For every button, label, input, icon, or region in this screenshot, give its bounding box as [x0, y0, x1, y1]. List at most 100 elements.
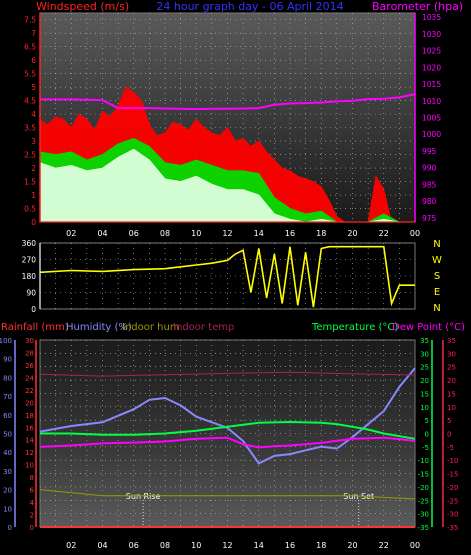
barometer-tick-label: 1010 — [422, 97, 441, 106]
indoor-temp-tick-label: -25 — [447, 497, 458, 505]
legend-indoor-hum: Indoor hum — [122, 322, 180, 333]
windspeed-tick-label: 1.5 — [24, 178, 36, 187]
windspeed-axis-label: Windspeed (m/s) — [36, 0, 129, 13]
humidity-tick-label: 70 — [3, 393, 12, 401]
indoor-temp-tick-label: 30 — [447, 350, 456, 358]
humidity-tick-label: 100 — [0, 337, 12, 345]
rainfall-tick-label: 18 — [25, 412, 34, 420]
compass-letter: W — [432, 255, 442, 266]
indoor-temp-tick-label: -35 — [447, 524, 458, 532]
direction-tick-label: 360 — [22, 239, 37, 248]
direction-tick-label: 90 — [26, 289, 36, 298]
temperature-tick-label: 30 — [420, 350, 429, 358]
x-tick-label: 14 — [254, 541, 264, 550]
barometer-tick-label: 1030 — [422, 30, 441, 39]
indoor-temp-tick-label: -20 — [447, 484, 458, 492]
barometer-tick-label: 1015 — [422, 80, 441, 89]
compass-letter: S — [434, 271, 440, 282]
humidity-tick-label: 20 — [3, 487, 12, 495]
temperature-tick-label: -5 — [422, 444, 429, 452]
x-tick-label: 02 — [66, 541, 76, 550]
indoor-temp-tick-label: -5 — [447, 444, 454, 452]
temperature-tick-label: 0 — [425, 431, 429, 439]
windspeed-tick-label: 5.5 — [24, 70, 36, 79]
legend-rainfall: Rainfall (mm) — [1, 322, 69, 333]
windspeed-tick-label: 3.5 — [24, 124, 36, 133]
windspeed-tick-label: 7 — [31, 29, 36, 38]
x-tick-label: 20 — [347, 541, 357, 550]
compass-letter: E — [434, 287, 440, 298]
humidity-tick-label: 10 — [3, 505, 12, 513]
x-tick-label: 10 — [191, 229, 201, 238]
windspeed-tick-label: 2 — [31, 164, 36, 173]
rainfall-tick-label: 10 — [25, 462, 34, 470]
windspeed-tick-label: 7.5 — [24, 16, 36, 25]
rainfall-tick-label: 6 — [30, 487, 35, 495]
temperature-tick-label: -35 — [418, 524, 429, 532]
windspeed-tick-label: 0.5 — [24, 205, 36, 214]
rainfall-tick-label: 28 — [25, 349, 34, 357]
sunrise-label: Sun Rise — [126, 492, 161, 501]
temperature-tick-label: 15 — [420, 390, 429, 398]
indoor_temp-line — [39, 371, 416, 377]
rainfall-tick-label: 26 — [25, 362, 34, 370]
rainfall-tick-label: 30 — [25, 337, 34, 345]
x-tick-label: 00 — [410, 229, 420, 238]
barometer-tick-label: 1005 — [422, 114, 441, 123]
x-tick-label: 02 — [66, 229, 76, 238]
chart-title: 24 hour graph day - 06 April 2014 — [156, 0, 343, 13]
x-tick-label: 04 — [97, 229, 107, 238]
barometer-tick-label: 980 — [422, 197, 437, 206]
indoor-temp-tick-label: 5 — [447, 417, 451, 425]
temperature-tick-label: -10 — [418, 457, 429, 465]
rainfall-tick-label: 20 — [25, 399, 34, 407]
legend-temperature: Temperature (°C) — [311, 322, 398, 333]
barometer-tick-label: 975 — [422, 214, 437, 223]
rainfall-tick-label: 0 — [30, 524, 34, 532]
indoor_hum-line — [39, 489, 416, 500]
barometer-tick-label: 1000 — [422, 130, 441, 139]
barometer-tick-label: 1035 — [422, 13, 441, 22]
rainfall-tick-label: 16 — [25, 424, 34, 432]
rainfall-tick-label: 4 — [30, 499, 35, 507]
x-tick-label: 06 — [129, 229, 139, 238]
x-tick-label: 04 — [97, 541, 107, 550]
x-tick-label: 20 — [347, 229, 357, 238]
wind-baro-axes: 0 0.5 1 1.5 2 2.5 3 3.5 4 4.5 5 5.5 6 6.5 7 7.5 975 980 98… — [24, 13, 441, 238]
windspeed-tick-label: 4 — [31, 110, 36, 119]
humidity-line — [39, 367, 416, 465]
barometer-tick-label: 1020 — [422, 63, 441, 72]
wind-baro-series — [39, 86, 416, 223]
legend-dewpoint: Dew Point (°C) — [392, 322, 465, 333]
indoor-temp-tick-label: 25 — [447, 364, 456, 372]
direction-tick-label: 0 — [31, 305, 36, 314]
dewpoint-line — [39, 436, 416, 449]
indoor-temp-tick-label: -15 — [447, 471, 458, 479]
indoor-temp-tick-label: 0 — [447, 431, 451, 439]
humidity-tick-label: 40 — [3, 449, 12, 457]
temperature-line — [40, 420, 416, 440]
direction-tick-label: 270 — [22, 256, 37, 265]
humidity-tick-label: 90 — [3, 356, 12, 364]
wind-direction-line — [39, 245, 415, 308]
x-tick-label: 16 — [285, 541, 295, 550]
windspeed-tick-label: 5 — [31, 83, 36, 92]
windspeed-tick-label: 2.5 — [24, 151, 36, 160]
direction-tick-label: 180 — [22, 272, 37, 281]
indoor-temp-tick-label: 35 — [447, 337, 456, 345]
x-tick-label: 16 — [285, 229, 295, 238]
barometer-tick-label: 985 — [422, 180, 437, 189]
rainfall-tick-label: 22 — [25, 387, 34, 395]
windspeed-tick-label: 6 — [31, 56, 36, 65]
temperature-tick-label: -15 — [418, 471, 429, 479]
x-tick-label: 08 — [160, 229, 170, 238]
temperature-tick-label: 10 — [420, 404, 429, 412]
barometer-tick-label: 990 — [422, 164, 437, 173]
indoor-temp-tick-label: 10 — [447, 404, 456, 412]
wind-direction-plot-area — [39, 242, 416, 310]
rainfall-tick-label: 14 — [25, 437, 34, 445]
rainfall-tick-label: 2 — [30, 512, 34, 520]
temperature-tick-label: -20 — [418, 484, 429, 492]
legend-indoor-temp: Indoor temp — [173, 322, 234, 333]
